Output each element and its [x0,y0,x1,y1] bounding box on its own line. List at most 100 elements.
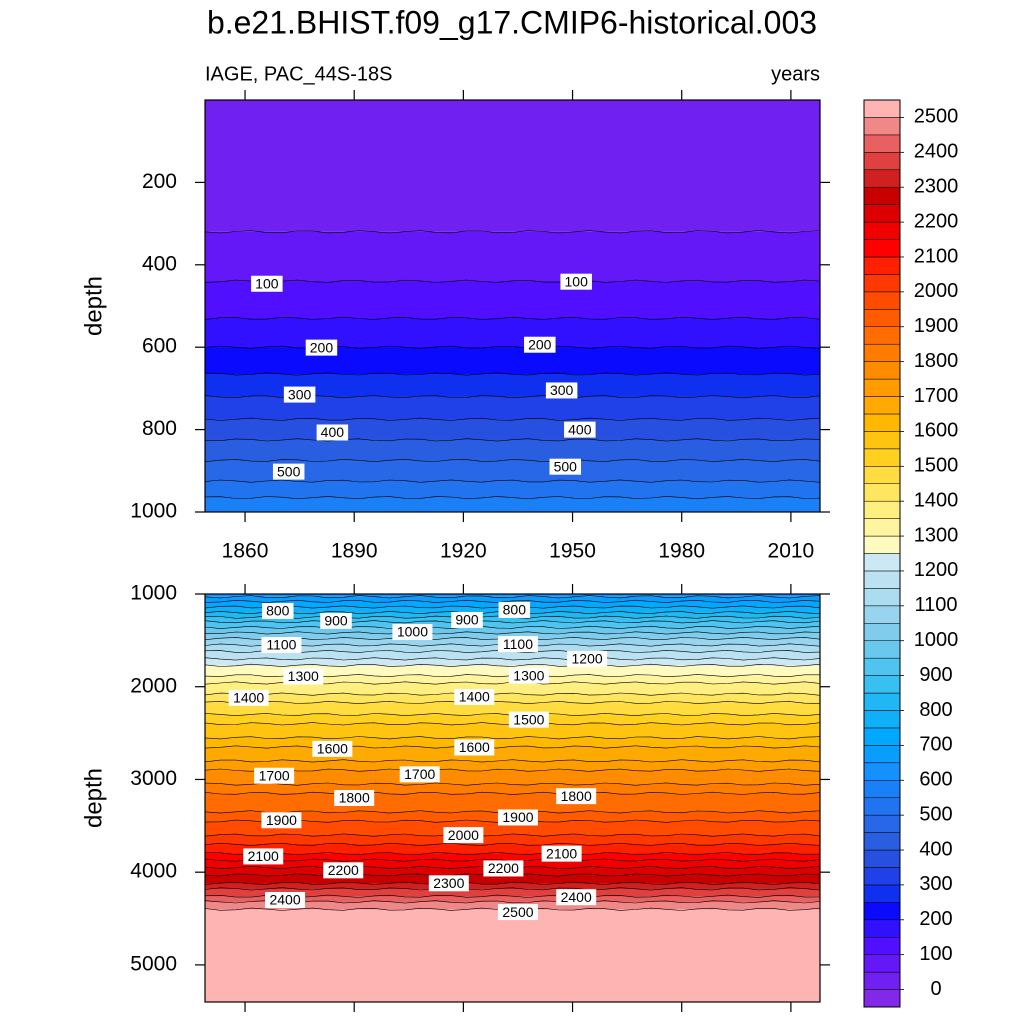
contour-label-box [262,602,294,619]
contour-line [205,372,820,376]
contour-band [205,737,820,748]
colorbar-box [863,378,901,397]
contour-label: 900 [324,613,348,629]
contour-line [205,657,820,661]
colorbar-box [863,884,901,903]
contour-line [205,768,820,772]
contour-label-box [272,463,305,480]
contour-band [205,621,820,628]
colorbar-label: 2000 [914,280,959,302]
colorbar-label: 900 [919,664,952,686]
contour-band [205,844,820,855]
contour-line [205,230,820,234]
plot-frame [204,593,821,1003]
contour-line [205,631,820,635]
colorbar-label: 2200 [914,210,959,232]
contour-label: 100 [255,275,279,291]
contour-label: 1500 [513,711,544,727]
colorbar-label: 1200 [914,559,959,581]
y-tick-label: 1000 [130,500,177,523]
y-tick-label: 2000 [130,674,177,697]
colorbar-box [863,657,901,676]
contour-label-box [443,827,484,844]
contour-band [205,702,820,716]
contour-band [205,770,820,785]
colorbar-label: 1000 [914,629,959,651]
contour-label: 1100 [266,637,296,653]
contour-band [205,396,820,420]
contour-label: 200 [528,336,552,352]
colorbar-box [863,343,901,362]
contour-label: 2100 [248,848,279,864]
colorbar-label: 400 [919,838,952,860]
contour-line [205,316,820,320]
contour-label: 800 [266,603,290,619]
plot-area: 800 900 1000 900 800 1100 1100 1200 1300 1300 1400… [205,594,820,1002]
colorbar-box [863,919,901,938]
colorbar-box [863,797,901,816]
colorbar-box [863,832,901,851]
units: years [771,63,820,85]
colorbar-box [863,291,901,310]
contour-label-box [243,848,284,865]
contour-band [205,821,820,836]
colorbar-box [863,535,901,554]
contour-label: 400 [321,424,345,440]
colorbar-label: 100 [919,943,952,965]
contour-label: 2200 [488,860,519,876]
contour-line [205,496,820,500]
contour-line [205,417,820,421]
contour-label: 800 [503,602,527,618]
colorbar-box [863,989,901,1008]
contour-label-box [251,275,283,292]
colorbar-label: 500 [919,803,952,825]
contour-label-box [451,611,483,628]
colorbar-label: 0 [930,978,941,1000]
contour-label-box [305,339,338,356]
contour-label-box [261,812,302,829]
x-tick-label: 1920 [440,540,487,563]
colorbar-label: 800 [919,699,952,721]
colorbar-box [863,692,901,711]
contour-label-box [497,809,538,826]
contour-line [205,595,820,599]
contour-band [205,497,820,512]
colorbar-box [863,745,901,764]
colorbar-box [863,814,901,833]
colorbar-box [863,239,901,258]
colorbar-box [863,518,901,537]
x-tick-label: 1860 [222,540,269,563]
contour-line [205,599,820,603]
colorbar-box [863,186,901,205]
contour-label: 1000 [397,624,428,640]
colorbar-box [863,849,901,868]
colorbar-box [863,675,901,694]
contour-label-box [524,336,556,353]
colorbar-box [863,117,901,136]
contour-line [205,479,820,483]
contour-label-box [334,790,375,806]
colorbar-label: 200 [919,908,952,930]
contour-label: 2300 [433,875,464,891]
colorbar-box [863,762,901,781]
contour-line [205,842,820,846]
x-tick-label: 1980 [658,540,705,563]
contour-line [205,692,820,696]
contour-label-box [283,668,324,685]
contour-line [205,759,820,763]
contour-label-box [483,860,524,877]
contour-label-box [392,624,433,641]
contour-label: 1300 [288,668,319,684]
colorbar-box [863,500,901,519]
x-tick-label: 1890 [331,540,378,563]
contour-label-box [556,788,597,805]
contour-label-box [567,650,608,667]
contour-band [205,651,820,660]
y-tick-label: 400 [142,252,177,275]
contour-label-box [564,421,596,438]
contour-label-box [541,845,582,862]
colorbar-label: 1300 [914,524,959,546]
contour-label-box [498,601,531,618]
colorbar-box [863,483,901,502]
contour-label-box [265,892,306,908]
